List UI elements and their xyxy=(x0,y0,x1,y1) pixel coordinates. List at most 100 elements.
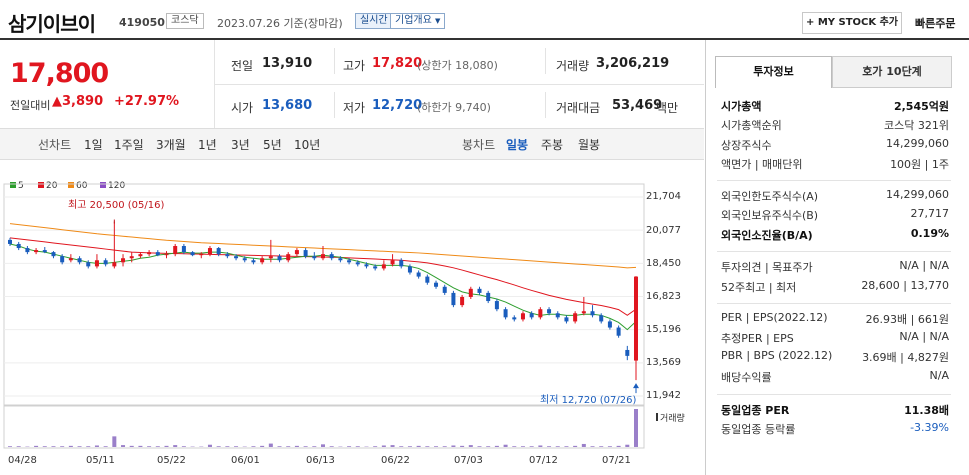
tab-daily[interactable]: 일봉 xyxy=(506,138,529,152)
change-percent: +27.97% xyxy=(114,94,180,109)
info-row: 동일업종 PER 11.38배 xyxy=(721,402,949,418)
candle-chart-label[interactable]: 봉차트 xyxy=(462,138,496,152)
y-tick: 13,569 xyxy=(646,357,681,368)
x-tick: 07/03 xyxy=(454,455,483,466)
volume-bar xyxy=(121,445,126,447)
volume-bar xyxy=(512,446,517,447)
volume-bar xyxy=(286,446,291,447)
legend-swatch xyxy=(100,182,106,188)
add-mystock-button[interactable]: + MY STOCK 추가 xyxy=(802,12,902,34)
info-label: 배당수익률 xyxy=(721,371,772,384)
volume-bar xyxy=(625,444,630,447)
tab-10year[interactable]: 10년 xyxy=(294,138,321,152)
info-row: 외국인소진율(B/A) 0.19% xyxy=(721,227,949,243)
divider xyxy=(334,48,335,74)
info-value: 28,600 | 13,770 xyxy=(861,279,949,292)
volume-bar xyxy=(173,445,178,447)
realtime-button[interactable]: 실시간 xyxy=(355,13,393,29)
volume-bar xyxy=(399,446,404,447)
candle-body xyxy=(399,260,404,267)
candle-body xyxy=(190,252,195,256)
tab-1day[interactable]: 1일 xyxy=(84,138,103,152)
volume-bar xyxy=(616,445,621,447)
info-label: 외국인한도주식수(A) xyxy=(721,190,819,203)
volume-value: 3,206,219 xyxy=(596,56,670,71)
info-row: 시가총액 2,545억원 xyxy=(721,98,949,114)
price-pane xyxy=(3,183,645,406)
line-chart-label[interactable]: 선차트 xyxy=(38,138,72,152)
legend-label: 5 xyxy=(18,181,24,191)
tab-1year[interactable]: 1년 xyxy=(198,138,217,152)
candle-body xyxy=(434,282,439,287)
volume-bar xyxy=(303,446,308,447)
tab-5year[interactable]: 5년 xyxy=(263,138,282,152)
volume-bar xyxy=(94,445,99,447)
header-divider xyxy=(0,38,969,40)
fast-order-button[interactable]: 빠른주문 xyxy=(915,17,956,30)
volume-bar xyxy=(8,446,12,447)
divider xyxy=(717,251,951,252)
volume-bar xyxy=(442,446,447,447)
legend-ma20: 20 xyxy=(38,181,57,191)
info-value: N/A | N/A xyxy=(899,259,949,272)
volume-bar xyxy=(520,446,525,447)
volume-bar xyxy=(451,445,456,447)
info-row: PER | EPS(2022.12) 26.93배 | 661원 xyxy=(721,311,949,326)
tab-monthly[interactable]: 월봉 xyxy=(578,138,601,152)
volume-bar xyxy=(312,446,317,447)
info-label: 상장주식수 xyxy=(721,139,772,152)
tab-1week[interactable]: 1주일 xyxy=(114,138,144,152)
info-label: 외국인보유주식수(B) xyxy=(721,209,819,222)
company-overview-dropdown[interactable]: 기업개요 ▼ xyxy=(390,13,446,29)
info-label: 52주최고 | 최저 xyxy=(721,281,797,294)
candle-body xyxy=(173,246,178,255)
divider xyxy=(717,180,951,181)
info-value: 100원 | 1주 xyxy=(890,158,949,171)
info-value: 26.93배 | 661원 xyxy=(865,313,949,326)
volume-bar xyxy=(477,446,482,447)
volume-bar xyxy=(468,445,473,447)
volume-bar xyxy=(503,444,508,447)
volume-bar xyxy=(425,446,430,447)
candle-body xyxy=(181,246,186,253)
amount-unit: 백만 xyxy=(656,101,679,115)
x-tick: 07/21 xyxy=(602,455,631,466)
candle-body xyxy=(121,258,126,263)
tab-orderbook[interactable]: 호가 10단계 xyxy=(832,56,952,88)
candle-body xyxy=(268,256,273,259)
x-tick: 06/13 xyxy=(306,455,335,466)
legend-label: 20 xyxy=(46,181,58,191)
candle-body xyxy=(390,260,395,265)
candle-body xyxy=(355,262,360,265)
info-value: 27,717 xyxy=(910,207,950,220)
tab-weekly[interactable]: 주봉 xyxy=(541,138,564,152)
tab-3year[interactable]: 3년 xyxy=(231,138,250,152)
low-label: 저가 xyxy=(343,101,366,115)
candle-body xyxy=(138,254,143,257)
candle-body xyxy=(242,258,247,261)
tab-3month[interactable]: 3개월 xyxy=(156,138,186,152)
lower-limit: (하한가 9,740) xyxy=(417,101,491,114)
volume-bar xyxy=(216,446,221,447)
candle-body xyxy=(407,266,412,273)
info-label: 추정PER | EPS xyxy=(721,332,794,345)
divider xyxy=(334,92,335,118)
prev-close-label: 전일 xyxy=(231,59,254,73)
volume-bar xyxy=(547,446,552,447)
info-label: 외국인소진율(B/A) xyxy=(721,229,813,242)
y-tick: 11,942 xyxy=(646,390,681,401)
stock-code: 419050 xyxy=(119,16,165,29)
volume-bar xyxy=(77,446,82,447)
amount-value: 53,469 xyxy=(612,98,663,113)
candle-body xyxy=(329,254,334,259)
volume-bar xyxy=(373,446,378,447)
candle-body xyxy=(616,327,621,336)
volume-bar xyxy=(155,446,160,447)
tab-investment-info[interactable]: 투자정보 xyxy=(715,56,832,88)
candle-body xyxy=(207,248,212,255)
candlestick-chart[interactable] xyxy=(0,160,704,475)
info-row: 52주최고 | 최저 28,600 | 13,770 xyxy=(721,279,949,295)
info-value: 14,299,060 xyxy=(886,137,949,150)
divider xyxy=(717,303,951,304)
volume-bar xyxy=(581,443,586,447)
